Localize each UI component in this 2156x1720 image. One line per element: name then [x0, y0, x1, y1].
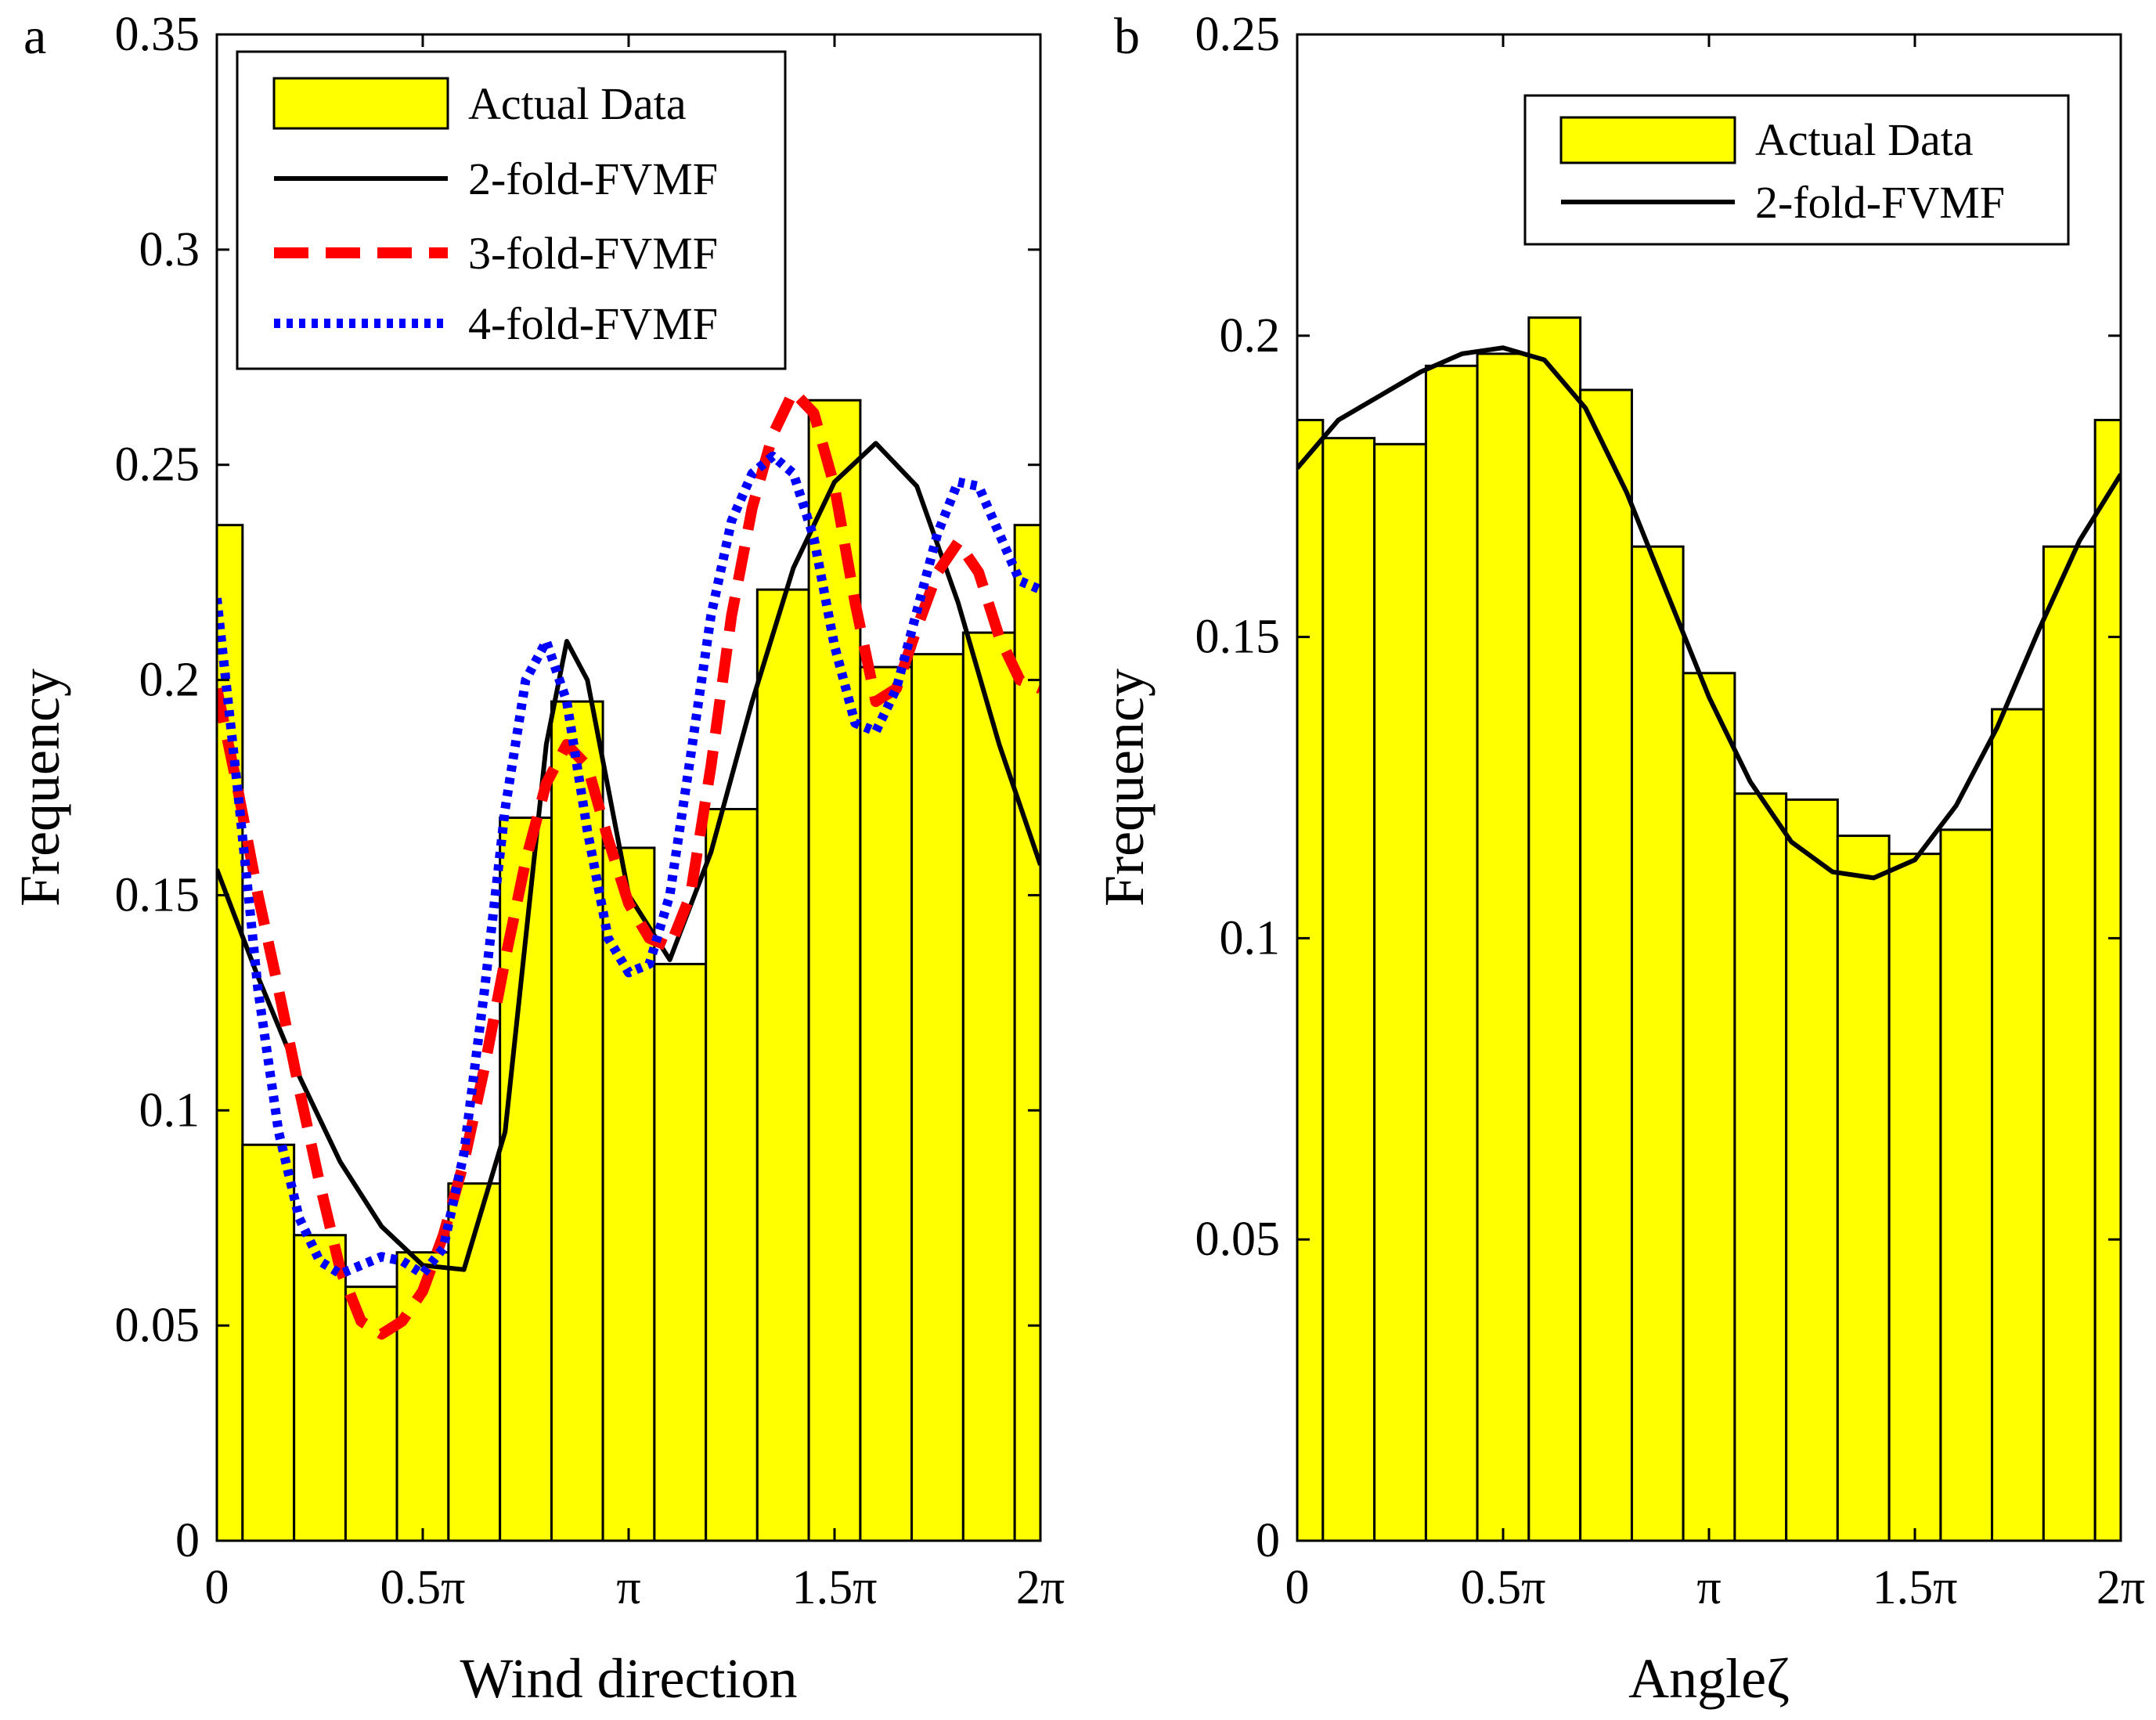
x-tick-label: 2π [2097, 1561, 2145, 1614]
y-tick-label: 0.1 [1220, 911, 1281, 965]
y-tick-label: 0.15 [1195, 611, 1281, 664]
y-tick-label: 0.2 [1220, 309, 1281, 362]
y-tick-label: 0 [1256, 1514, 1280, 1567]
histogram-bar [601, 846, 656, 1542]
x-tick-label: π [616, 1561, 640, 1614]
histogram-bar [1296, 419, 1325, 1542]
y-tick-label: 0.2 [139, 654, 200, 707]
histogram-bar [241, 1143, 296, 1542]
histogram-bar [653, 962, 708, 1542]
chart-panel-b: b 0 0.05 0.1 0.15 0.2 0.25 0 0.5π π 1.5π 2π Actual… [1093, 8, 2145, 1710]
panel-a-fit-lines [217, 386, 1040, 1340]
histogram-bar [755, 588, 810, 1542]
panel-b-axes: 0 0.05 0.1 0.15 0.2 0.25 0 0.5π π 1.5π 2π [1195, 8, 2146, 1614]
histogram-bar [1682, 672, 1736, 1542]
y-tick-label: 0 [175, 1514, 200, 1567]
y-tick-label: 0.3 [139, 223, 200, 276]
histogram-bar [1836, 835, 1891, 1542]
panel-b-y-axis-label: Frequency [1093, 669, 1156, 907]
histogram-bar [2093, 419, 2122, 1542]
histogram-bar [1785, 798, 1839, 1542]
panel-a-y-axis-label: Frequency [9, 669, 71, 907]
histogram-bar [859, 665, 914, 1542]
x-tick-label: 0.5π [1461, 1561, 1546, 1614]
histogram-bar [1527, 316, 1582, 1542]
legend-actual-data-swatch [1559, 116, 1736, 164]
histogram-bar [1321, 437, 1376, 1542]
x-tick-label: 0 [1285, 1561, 1310, 1614]
legend-actual-data-label: Actual Data [468, 78, 687, 129]
histogram-bar [1991, 708, 2045, 1542]
legend-3fold-label: 3-fold-FVMF [468, 228, 718, 279]
legend-2fold-label: 2-fold-FVMF [1755, 177, 2005, 228]
fit-line-3-fold-FVMF [217, 386, 1040, 1340]
legend-4fold-label: 4-fold-FVMF [468, 298, 718, 349]
panel-a-x-axis-label: Wind direction [460, 1647, 798, 1710]
histogram-bar [705, 807, 759, 1542]
chart-panel-a: a 0 0.05 0.1 0.15 0.2 0.25 0.3 0.35 0 0.5π π 1.5π 2π… [9, 8, 1065, 1710]
histogram-bar [550, 700, 604, 1542]
histogram-bar [1630, 545, 1685, 1542]
y-tick-label: 0.1 [139, 1084, 200, 1137]
histogram-bar [961, 631, 1016, 1542]
histogram-bar [1373, 442, 1427, 1542]
histogram-bar [1476, 352, 1530, 1542]
x-tick-label: 0.5π [380, 1561, 466, 1614]
y-tick-label: 0.25 [1195, 8, 1281, 61]
panel-b-bars [1296, 316, 2122, 1542]
histogram-bar [1939, 828, 1994, 1542]
panel-a-axes: 0 0.05 0.1 0.15 0.2 0.25 0.3 0.35 0 0.5π π 1.5π 2π [115, 8, 1065, 1614]
panel-b-x-axis-label: Angleζ [1628, 1647, 1790, 1710]
fit-line-2-fold-FVMF [1297, 345, 2121, 881]
histogram-bar [293, 1234, 347, 1542]
histogram-bar [1733, 792, 1788, 1542]
x-tick-label: 2π [1016, 1561, 1065, 1614]
y-tick-label: 0.25 [115, 438, 200, 492]
panel-a-label: a [23, 8, 46, 65]
histogram-bar [910, 653, 964, 1542]
y-tick-label: 0.05 [1195, 1213, 1281, 1266]
y-tick-label: 0.15 [115, 868, 200, 921]
x-tick-label: π [1696, 1561, 1721, 1614]
panel-b-label: b [1114, 8, 1140, 65]
y-tick-label: 0.35 [115, 8, 200, 61]
legend-actual-data-swatch [272, 77, 449, 130]
histogram-bar [1579, 388, 1633, 1542]
x-tick-label: 1.5π [1873, 1561, 1958, 1614]
histogram-bar [2042, 545, 2097, 1542]
histogram-bar [1887, 853, 1942, 1542]
histogram-bar [1013, 524, 1042, 1542]
fit-line-4-fold-FVMF [217, 451, 1040, 1279]
x-tick-label: 1.5π [792, 1561, 878, 1614]
fit-line-2-fold-FVMF [217, 441, 1040, 1272]
histogram-bar [1424, 364, 1479, 1542]
legend-2fold-label: 2-fold-FVMF [468, 153, 718, 204]
panel-b-legend: Actual Data 2-fold-FVMF [1523, 94, 2070, 246]
legend-actual-data-label: Actual Data [1755, 114, 1974, 165]
panel-b-fit-lines [1297, 345, 2121, 881]
x-tick-label: 0 [205, 1561, 229, 1614]
panel-a-legend: Actual Data 2-fold-FVMF 3-fold-FVMF 4-fo… [236, 50, 787, 370]
y-tick-label: 0.05 [115, 1299, 200, 1352]
